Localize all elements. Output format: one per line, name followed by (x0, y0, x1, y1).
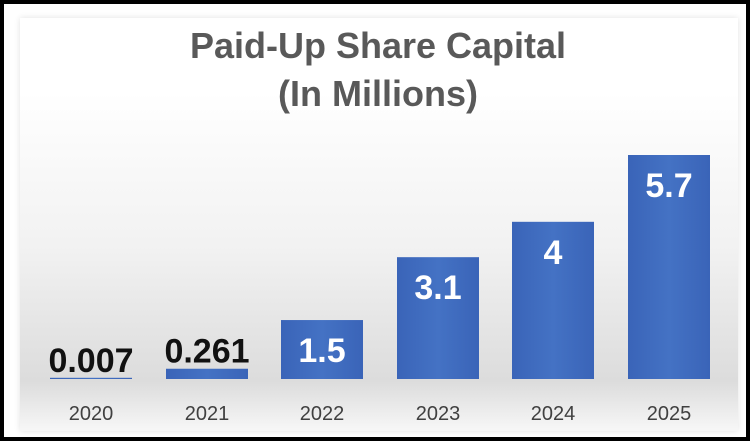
bar-2020 (50, 377, 132, 379)
bars-layer: 0.007 2020 0.261 2021 1.5 2022 3.1 2023 4 2024 5.7… (48, 155, 710, 425)
data-label-2020: 0.007 (48, 342, 133, 380)
x-tick-label-2022: 2022 (300, 403, 345, 425)
bar-2025 (628, 155, 710, 379)
chart-title: Paid-Up Share Capital (190, 25, 566, 66)
x-tick-label-2023: 2023 (416, 403, 461, 425)
bar-2022 (281, 320, 363, 379)
bar-2023 (397, 257, 479, 379)
data-label-2024: 4 (544, 234, 563, 272)
chart-subtitle: (In Millions) (278, 73, 478, 114)
bar-2024 (512, 221, 594, 379)
x-tick-label-2025: 2025 (647, 403, 692, 425)
x-tick-label-2024: 2024 (531, 403, 576, 425)
data-label-2023: 3.1 (414, 269, 461, 307)
x-tick-label-2021: 2021 (185, 403, 230, 425)
x-tick-label-2020: 2020 (69, 403, 114, 425)
chart-panel (20, 18, 738, 431)
data-label-2025: 5.7 (645, 167, 692, 205)
bar-2021 (166, 368, 248, 379)
data-label-2022: 1.5 (298, 332, 345, 370)
data-label-2021: 0.261 (164, 333, 249, 371)
